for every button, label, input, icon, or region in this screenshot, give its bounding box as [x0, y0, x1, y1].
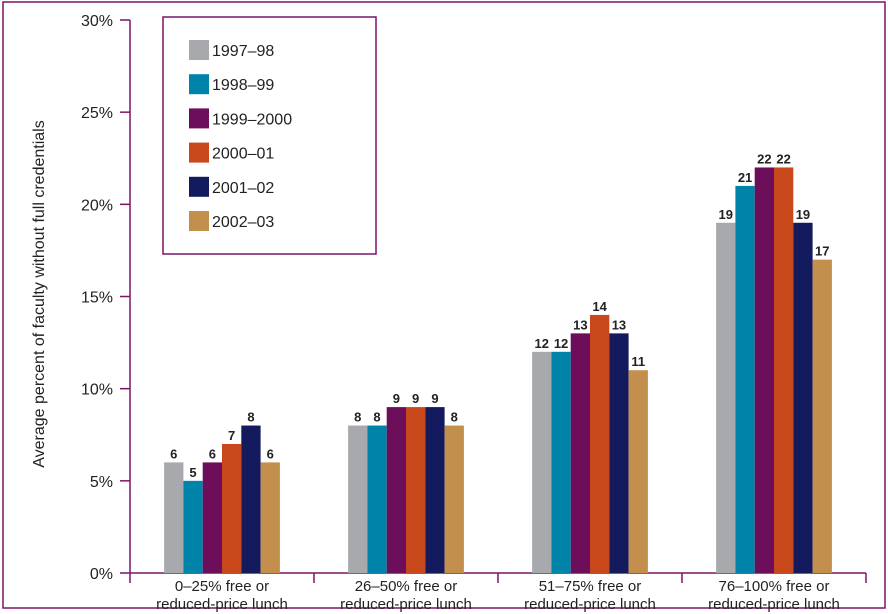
category-label: reduced-price lunch — [340, 596, 472, 613]
data-label: 8 — [373, 410, 380, 425]
y-tick-label: 0% — [90, 566, 113, 583]
data-label: 5 — [189, 465, 196, 480]
legend-label: 2000–01 — [212, 146, 274, 163]
category-label: 51–75% free or — [539, 578, 642, 595]
data-label: 12 — [535, 336, 549, 351]
data-label: 6 — [170, 446, 177, 461]
bar — [716, 222, 736, 573]
bar — [202, 462, 222, 573]
y-axis-ticks: 0% 5% 10% 15% 20% 25% 30% — [81, 13, 130, 583]
bar — [812, 259, 832, 573]
bar — [793, 222, 813, 573]
category-label: reduced-price lunch — [156, 596, 288, 613]
category-label: reduced-price lunch — [708, 596, 840, 613]
data-label: 13 — [573, 317, 587, 332]
data-label: 13 — [612, 317, 626, 332]
y-tick-label: 5% — [90, 474, 113, 491]
data-label: 19 — [719, 207, 733, 222]
data-label: 8 — [451, 410, 458, 425]
legend-swatch — [189, 74, 209, 95]
bar — [444, 425, 464, 573]
data-label: 19 — [796, 207, 810, 222]
legend-label: 1998–99 — [212, 77, 274, 94]
data-label: 7 — [228, 428, 235, 443]
bar — [222, 443, 242, 573]
y-tick-label: 15% — [81, 290, 113, 307]
legend-label: 2001–02 — [212, 180, 274, 197]
bar — [386, 407, 406, 573]
bar — [348, 425, 368, 573]
bar — [590, 314, 610, 573]
legend-swatch — [189, 211, 209, 231]
bar — [609, 333, 629, 573]
category-label: 76–100% free or — [719, 578, 830, 595]
bar — [774, 167, 794, 573]
legend-swatch — [189, 40, 209, 60]
bar — [754, 167, 774, 573]
data-label: 9 — [431, 391, 438, 406]
bar — [735, 185, 755, 573]
bar — [164, 462, 184, 573]
bar — [406, 407, 426, 573]
data-label: 8 — [247, 410, 254, 425]
data-label: 9 — [412, 391, 419, 406]
data-label: 8 — [354, 410, 361, 425]
category-label: 0–25% free or — [175, 578, 269, 595]
y-tick-label: 10% — [81, 382, 113, 399]
y-tick-label: 20% — [81, 197, 113, 214]
bar — [570, 333, 590, 573]
data-label: 21 — [738, 170, 752, 185]
data-label: 22 — [776, 151, 790, 166]
bar — [425, 407, 445, 573]
bar — [241, 425, 261, 573]
legend: 1997–98 1998–99 1999–2000 2000–01 2001–02 200… — [162, 16, 377, 255]
category-label: 26–50% free or — [355, 578, 458, 595]
bar — [551, 351, 571, 573]
data-label: 22 — [757, 151, 771, 166]
y-tick-label: 25% — [81, 105, 113, 122]
data-label: 11 — [631, 354, 645, 369]
legend-label: 2002–03 — [212, 214, 274, 231]
data-label: 14 — [592, 299, 607, 314]
bar — [628, 370, 648, 573]
y-axis-label: Average percent of faculty without full … — [31, 120, 48, 467]
legend-label: 1999–2000 — [212, 111, 292, 128]
category-label: reduced-price lunch — [524, 596, 656, 613]
legend-swatch — [189, 142, 209, 163]
y-tick-label: 30% — [81, 13, 113, 30]
data-label: 12 — [554, 336, 568, 351]
bar — [183, 480, 203, 573]
bar — [260, 462, 280, 573]
bars — [164, 167, 832, 573]
legend-label: 1997–98 — [212, 43, 274, 60]
data-label: 6 — [267, 446, 274, 461]
data-label: 9 — [393, 391, 400, 406]
legend-swatch — [189, 108, 209, 129]
bar — [532, 351, 552, 573]
bar — [367, 425, 387, 573]
data-label: 6 — [209, 446, 216, 461]
legend-swatch — [189, 176, 209, 197]
data-label: 17 — [815, 244, 829, 259]
